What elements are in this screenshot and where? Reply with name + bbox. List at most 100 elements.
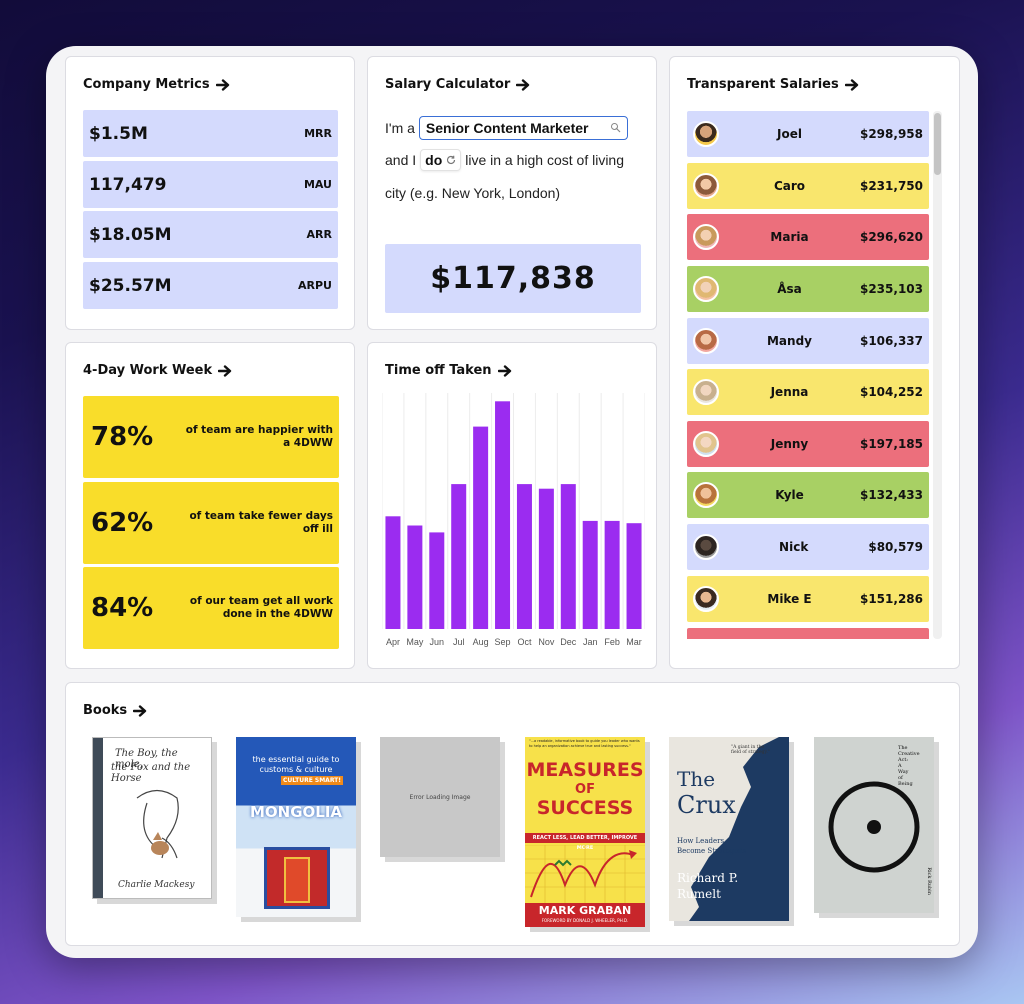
book-author: MARK GRABAN	[538, 904, 632, 917]
book-cover-creative-act[interactable]: The Creative Act: A Way of Being Rick Ru…	[814, 737, 934, 913]
do-select[interactable]: do	[420, 149, 462, 171]
work-week-stat: 78% of team are happier with a 4DWW	[83, 396, 339, 478]
salary-row-amount: $106,337	[859, 334, 923, 348]
chart-bar-oct[interactable]	[516, 484, 532, 629]
calc-suffix: live in a high cost of living	[465, 152, 625, 168]
salary-row[interactable]: Nick $80,579	[687, 524, 929, 570]
salary-row[interactable]: Caro $231,750	[687, 163, 929, 209]
salary-row[interactable]: Maria $296,620	[687, 214, 929, 260]
time-off-card: Time off Taken Apr May Jun Jul Aug Sep Oct Nov D…	[367, 342, 657, 669]
salary-row[interactable]: Jenny $197,185	[687, 421, 929, 467]
stat-percent: 84%	[91, 593, 154, 623]
avatar	[693, 534, 719, 560]
time-off-title[interactable]: Time off Taken	[385, 363, 512, 378]
chart-bar-jul[interactable]	[451, 484, 467, 629]
book-cover-measures-of-success[interactable]: "...a readable, informative book to guid…	[525, 737, 645, 927]
avatar	[693, 482, 719, 508]
salary-row-name: Åsa	[777, 282, 802, 296]
company-metrics-card: Company Metrics $1.5M MRR 117,479 MAU $1…	[65, 56, 355, 330]
salary-row[interactable]: Jenna $104,252	[687, 369, 929, 415]
book-subtitle: customs & culture	[259, 765, 333, 774]
time-off-heading: Time off Taken	[385, 363, 492, 378]
salary-row-name: Caro	[773, 179, 806, 193]
book-title: MONGOLIA	[249, 803, 343, 821]
metric-mau: 117,479 MAU	[83, 161, 338, 208]
chart-bar-nov[interactable]	[538, 488, 554, 629]
chart-bar-jun[interactable]	[429, 532, 445, 629]
avatar	[693, 328, 719, 354]
arrow-right-icon	[218, 364, 232, 377]
stat-text: of team take fewer days off ill	[189, 510, 333, 535]
avatar	[693, 224, 719, 250]
chart-tick-label: Aug	[473, 637, 489, 647]
salary-row-name: Mandy	[766, 334, 812, 348]
chart-bar-mar[interactable]	[626, 523, 642, 629]
book-cover-error[interactable]: Error Loading Image	[380, 737, 500, 857]
book-title-line: The	[898, 745, 908, 751]
calc-line-location: and I do live in a high cost of living	[385, 149, 624, 171]
salary-row-name: Jenny	[770, 437, 809, 451]
do-select-value: do	[425, 152, 443, 168]
chart-bar-feb[interactable]	[604, 520, 620, 629]
metric-mrr: $1.5M MRR	[83, 110, 338, 157]
metric-label: MAU	[303, 178, 332, 191]
chart-bar-dec[interactable]	[560, 484, 576, 629]
book-title-line: the Fox and the Horse	[111, 762, 191, 784]
scrollbar-thumb[interactable]	[934, 113, 941, 175]
book-tagline: "...a readable, informative book to guid…	[529, 739, 640, 748]
salary-row[interactable]: Mike E $151,286	[687, 576, 929, 622]
book-author: Charlie Mackesy	[118, 880, 195, 890]
salary-row[interactable]: Åsa $235,103	[687, 266, 929, 312]
book-title-line: OF	[575, 782, 595, 797]
role-input-value: Senior Content Marketer	[425, 120, 589, 136]
transparent-salaries-heading: Transparent Salaries	[687, 77, 839, 92]
chart-bar-may[interactable]	[407, 525, 423, 630]
salary-list[interactable]: Joel $298,958 Caro $231,750 Maria $296,6…	[687, 111, 930, 639]
chart-bar-apr[interactable]	[385, 516, 401, 629]
salary-row-name: Joel	[777, 127, 802, 141]
salary-calculator-title[interactable]: Salary Calculator	[385, 77, 530, 92]
chart-tick-label: Apr	[386, 637, 400, 647]
work-week-stat: 84% of our team get all work done in the…	[83, 567, 339, 649]
metric-value: $25.57M	[89, 275, 172, 296]
salary-list-scrollbar[interactable]	[933, 111, 942, 639]
company-metrics-heading: Company Metrics	[83, 77, 210, 92]
transparent-salaries-title[interactable]: Transparent Salaries	[687, 77, 859, 92]
metric-value: 117,479	[89, 174, 167, 195]
salary-row[interactable]: Joel $298,958	[687, 111, 929, 157]
calc-and-i: and I	[385, 152, 417, 168]
books-title[interactable]: Books	[83, 703, 147, 718]
book-cover-mongolia[interactable]: the essential guide to customs & culture…	[236, 737, 356, 917]
avatar	[693, 586, 719, 612]
role-input[interactable]: Senior Content Marketer	[418, 116, 628, 140]
salary-row-amount: $197,185	[859, 437, 923, 451]
book-title-line: SUCCESS	[536, 797, 634, 819]
book-mountain-illustration	[689, 737, 789, 921]
book-author: Richard P.	[677, 871, 739, 885]
arrow-right-icon	[215, 78, 230, 91]
book-cover-the-crux[interactable]: "A giant in the field of strategy." The …	[669, 737, 789, 921]
book-author: Rumelt	[677, 887, 721, 901]
book-title-line: A	[898, 763, 902, 769]
salary-result: $117,838	[385, 244, 641, 313]
time-off-chart: Apr May Jun Jul Aug Sep Oct Nov Dec Jan Feb Mar	[382, 393, 645, 647]
books-heading: Books	[83, 703, 128, 718]
work-week-heading: 4-Day Work Week	[83, 363, 213, 378]
salary-calculator-heading: Salary Calculator	[385, 77, 511, 92]
company-metrics-title[interactable]: Company Metrics	[83, 77, 230, 92]
cursor-pointer-icon	[610, 120, 621, 136]
metric-arpu: $25.57M ARPU	[83, 262, 338, 309]
dashboard-frame: Company Metrics $1.5M MRR 117,479 MAU $1…	[46, 46, 978, 958]
salary-row-name: Nick	[779, 540, 809, 554]
work-week-title[interactable]: 4-Day Work Week	[83, 363, 232, 378]
chart-bar-jan[interactable]	[582, 520, 598, 629]
book-cover-boy-mole[interactable]: The Boy, the mole, the Fox and the Horse…	[92, 737, 212, 899]
book-foreword: FOREWORD BY DONALD J. WHEELER, PH.D.	[541, 918, 629, 923]
salary-row-partial[interactable]	[687, 628, 929, 639]
book-title-line: Act:	[898, 757, 909, 763]
chart-bar-sep[interactable]	[495, 401, 511, 629]
chart-bar-aug[interactable]	[473, 426, 489, 629]
salary-row[interactable]: Mandy $106,337	[687, 318, 929, 364]
salary-row-name: Jenna	[770, 385, 809, 399]
salary-row[interactable]: Kyle $132,433	[687, 472, 929, 518]
